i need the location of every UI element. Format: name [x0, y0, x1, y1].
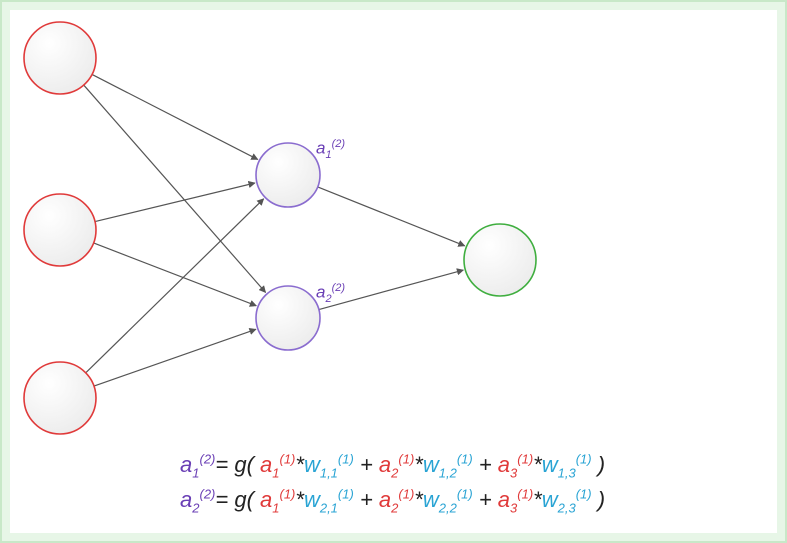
nodes-group: [24, 22, 536, 434]
node-label-h2: a2(2): [316, 282, 345, 305]
equation-row-2: a2(2)= g( a1(1)*w2,1(1) + a2(1)*w2,2(1) …: [180, 483, 605, 519]
diagram-canvas: a1(2) a2(2) a1(2)= g( a1(1)*w1,1(1) + a2(…: [0, 0, 787, 543]
node-o1: [464, 224, 536, 296]
equation-row-1: a1(2)= g( a1(1)*w1,1(1) + a2(1)*w1,2(1) …: [180, 448, 605, 484]
edge: [86, 199, 264, 373]
equations-block: a1(2)= g( a1(1)*w1,1(1) + a2(1)*w1,2(1) …: [180, 448, 605, 519]
edge: [318, 187, 465, 246]
node-h1: [256, 143, 320, 207]
edge: [92, 74, 258, 159]
edge: [94, 243, 257, 306]
node-i1: [24, 22, 96, 94]
node-h2: [256, 286, 320, 350]
edge: [94, 329, 256, 386]
node-i3: [24, 362, 96, 434]
node-label-h1: a1(2): [316, 138, 345, 161]
node-i2: [24, 194, 96, 266]
diagram-inner: a1(2) a2(2) a1(2)= g( a1(1)*w1,1(1) + a2(…: [10, 10, 777, 533]
